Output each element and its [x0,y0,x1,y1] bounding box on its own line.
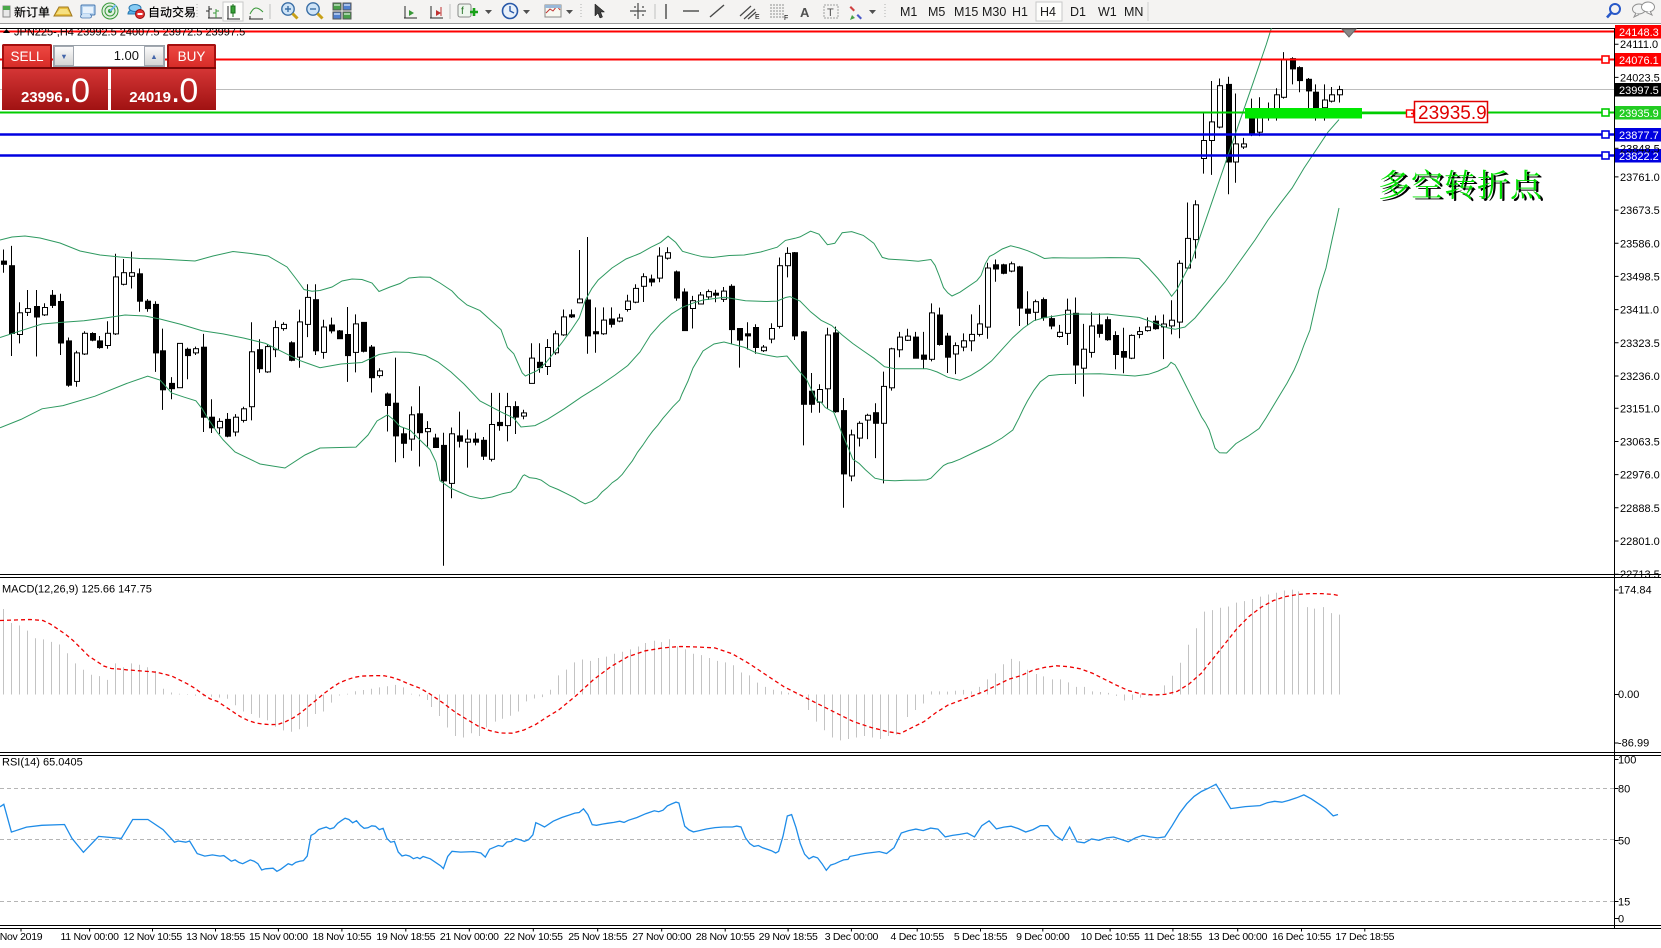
svg-text:D1: D1 [1070,5,1086,19]
svg-text:23848.5: 23848.5 [1620,143,1660,155]
svg-text:H4: H4 [1040,5,1056,19]
svg-text:9 Dec 00:00: 9 Dec 00:00 [1016,931,1070,943]
svg-text:24076.1: 24076.1 [1619,55,1659,67]
svg-text:4 Dec 10:55: 4 Dec 10:55 [891,931,945,943]
svg-text:19 Nov 18:55: 19 Nov 18:55 [376,931,435,943]
svg-text:28 Nov 10:55: 28 Nov 10:55 [696,931,755,943]
svg-text:E: E [755,14,760,21]
svg-text:23822.2: 23822.2 [1619,151,1659,163]
svg-text:3 Dec 00:00: 3 Dec 00:00 [825,931,879,943]
svg-text:10 Dec 10:55: 10 Dec 10:55 [1081,931,1140,943]
svg-text:Nov 2019: Nov 2019 [0,931,43,943]
svg-text:23063.5: 23063.5 [1620,437,1660,449]
svg-text:27 Nov 00:00: 27 Nov 00:00 [632,931,691,943]
svg-text:13 Nov 18:55: 13 Nov 18:55 [186,931,245,943]
svg-text:22 Nov 10:55: 22 Nov 10:55 [504,931,563,943]
svg-text:22888.5: 22888.5 [1620,503,1660,515]
svg-text:24111.0: 24111.0 [1620,39,1658,51]
svg-text:22713.5: 22713.5 [1620,569,1660,581]
svg-text:F: F [784,15,788,22]
svg-text:JPN225-,H4 23992.5 24007.5 23: JPN225-,H4 23992.5 24007.5 23972.5 23997… [14,27,245,39]
svg-text:24148.3: 24148.3 [1619,27,1659,39]
svg-text:29 Nov 18:55: 29 Nov 18:55 [759,931,818,943]
svg-text:f: f [461,6,464,17]
svg-text:RSI(14) 65.0405: RSI(14) 65.0405 [2,757,83,769]
svg-text:23935.9: 23935.9 [1619,108,1659,120]
svg-text:T: T [827,7,834,19]
svg-text:0: 0 [1618,914,1624,926]
svg-text:22801.0: 22801.0 [1620,536,1660,548]
svg-text:23498.5: 23498.5 [1620,271,1660,283]
svg-text:21 Nov 00:00: 21 Nov 00:00 [440,931,499,943]
svg-text:W1: W1 [1098,5,1117,19]
svg-text:M30: M30 [982,5,1006,19]
svg-text:A: A [800,5,810,20]
svg-text:13 Dec 00:00: 13 Dec 00:00 [1208,931,1267,943]
svg-text:23877.7: 23877.7 [1619,130,1659,142]
svg-text:M5: M5 [928,5,945,19]
svg-text:23411.0: 23411.0 [1620,305,1659,317]
svg-text:15: 15 [1618,897,1630,909]
svg-text:-86.99: -86.99 [1618,738,1649,750]
svg-text:80: 80 [1618,784,1630,796]
svg-text:50: 50 [1618,836,1630,848]
svg-text:23935.9: 23935.9 [1418,103,1487,124]
svg-text:22976.0: 22976.0 [1620,470,1660,482]
svg-text:100: 100 [1618,755,1636,767]
svg-text:5 Dec 18:55: 5 Dec 18:55 [954,931,1008,943]
svg-text:16 Dec 10:55: 16 Dec 10:55 [1272,931,1331,943]
svg-text:23673.5: 23673.5 [1620,205,1660,217]
svg-text:23236.0: 23236.0 [1620,371,1660,383]
svg-text:12 Nov 10:55: 12 Nov 10:55 [123,931,182,943]
svg-text:17 Dec 18:55: 17 Dec 18:55 [1335,931,1394,943]
svg-text:11 Nov 00:00: 11 Nov 00:00 [61,931,120,943]
svg-text:0.00: 0.00 [1618,689,1639,701]
svg-text:174.84: 174.84 [1618,585,1652,597]
svg-text:MACD(12,26,9) 125.66 147.75: MACD(12,26,9) 125.66 147.75 [2,584,152,596]
svg-text:M15: M15 [954,5,978,19]
svg-text:18 Nov 10:55: 18 Nov 10:55 [312,931,371,943]
svg-text:23151.0: 23151.0 [1620,403,1660,415]
svg-text:23997.5: 23997.5 [1619,85,1659,97]
svg-text:15 Nov 00:00: 15 Nov 00:00 [249,931,308,943]
svg-text:11 Dec 18:55: 11 Dec 18:55 [1144,931,1203,943]
svg-text:23586.0: 23586.0 [1620,238,1660,250]
svg-text:24023.5: 24023.5 [1620,72,1660,84]
svg-text:23761.0: 23761.0 [1620,172,1660,184]
svg-text:M1: M1 [900,5,917,19]
svg-text:MN: MN [1124,5,1143,19]
svg-text:23323.5: 23323.5 [1620,338,1660,350]
svg-text:25 Nov 18:55: 25 Nov 18:55 [568,931,627,943]
svg-text:H1: H1 [1012,5,1028,19]
